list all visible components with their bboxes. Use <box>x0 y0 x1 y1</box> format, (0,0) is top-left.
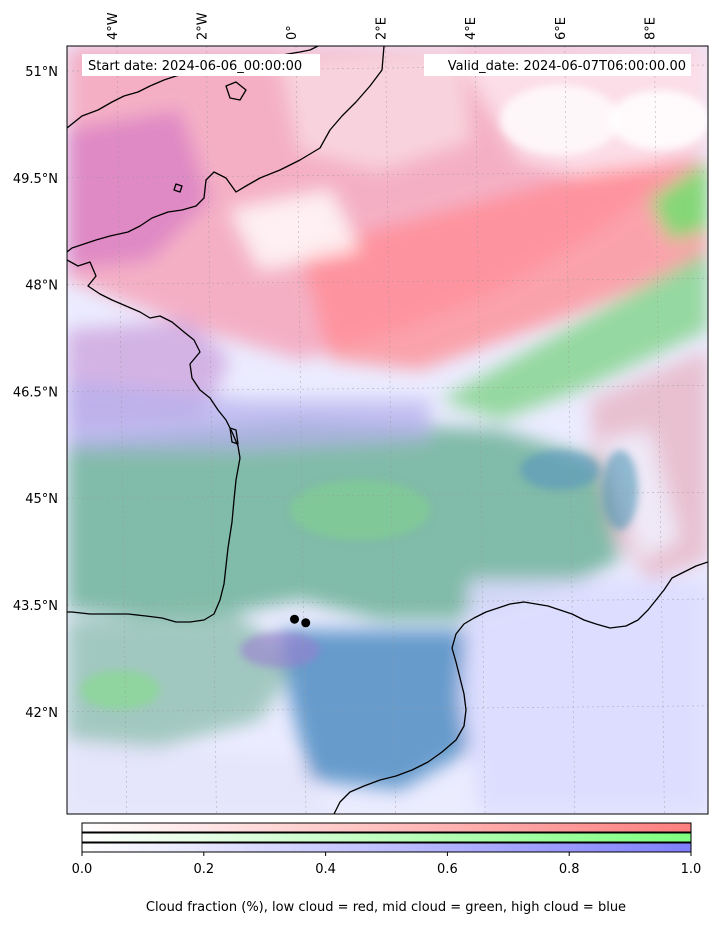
meridian-line <box>474 46 486 814</box>
start-date-label: Start date: 2024-06-06_00:00:00 <box>88 59 302 74</box>
start-date-box <box>82 54 320 76</box>
high-cloud-cell <box>520 450 600 490</box>
meridian-line <box>564 46 576 814</box>
cloud-blobs <box>67 46 708 814</box>
meridian-line <box>116 46 128 814</box>
latitude-tick-label: 51°N <box>25 65 58 80</box>
high-cloud-band <box>67 380 430 450</box>
low-cloud-patch <box>280 50 470 170</box>
colorbar: 0.0 0.2 0.4 0.6 0.8 1.0 Cloud fraction (%), l… <box>72 822 702 915</box>
colorbar-tick-label: 0.2 <box>193 862 214 877</box>
longitude-labels: 4°W 2°W 0° 2°E 4°E 6°E 8°E <box>106 12 659 40</box>
coastline-island <box>173 183 183 193</box>
colorbar-caption: Cloud fraction (%), low cloud = red, mid… <box>146 900 626 915</box>
parallel-line <box>67 385 708 392</box>
coastline-brittany <box>67 259 241 459</box>
clear-patch-2 <box>230 190 360 270</box>
colorbar-mid-cloud <box>81 832 692 843</box>
colorbar-ticks: 0.0 0.2 0.4 0.6 0.8 1.0 <box>72 852 702 877</box>
meridian-line <box>206 46 217 814</box>
coastline-biscay <box>67 457 241 623</box>
high-cloud-cell-2 <box>602 450 638 530</box>
parallel-line <box>67 491 708 499</box>
parallel-line <box>67 278 708 285</box>
valid-date-label: Valid_date: 2024-06-07T06:00:00.00 <box>448 59 686 74</box>
longitude-tick-label: 6°E <box>554 17 569 40</box>
longitude-tick-label: 4°W <box>106 12 121 40</box>
parallel-line <box>67 598 708 606</box>
low-cloud-band <box>300 160 708 370</box>
longitude-tick-label: 2°E <box>375 17 390 40</box>
latitude-tick-label: 43.5°N <box>13 599 58 614</box>
high-cloud-mediterranean <box>280 630 470 790</box>
coastline-oleron <box>229 427 239 445</box>
coastline-mediterranean <box>333 561 708 814</box>
colorbar-tick-label: 0.0 <box>72 862 93 877</box>
mixed-cloud-cell <box>240 632 320 668</box>
cloud-field <box>67 46 708 814</box>
parallel-line <box>67 705 708 713</box>
mixed-cloud-west <box>67 110 210 270</box>
latitude-tick-label: 42°N <box>25 706 58 721</box>
clear-cell <box>500 85 620 155</box>
station-marker <box>301 618 311 628</box>
parallel-line <box>67 171 708 179</box>
latitude-tick-label: 45°N <box>25 492 58 507</box>
colorbar-tick-label: 0.8 <box>559 862 580 877</box>
graticule <box>67 46 708 814</box>
mid-cloud-cell <box>290 480 430 540</box>
colorbar-low-cloud <box>81 822 692 833</box>
station-marker <box>290 614 300 624</box>
colorbar-high-cloud <box>81 842 692 853</box>
longitude-tick-label: 0° <box>285 25 300 40</box>
latitude-tick-label: 49.5°N <box>13 172 58 187</box>
high-cloud-east-med <box>460 580 708 814</box>
longitude-tick-label: 4°E <box>464 17 479 40</box>
longitude-tick-label: 2°W <box>195 12 210 40</box>
coastline-wight <box>225 81 247 101</box>
colorbar-tick-label: 1.0 <box>681 862 702 877</box>
high-cloud-south <box>67 740 330 814</box>
meridian-line <box>385 46 396 814</box>
latitude-tick-label: 46.5°N <box>13 385 58 400</box>
coastline-france-north <box>67 46 385 253</box>
meridian-line <box>295 46 307 814</box>
latitude-labels: 51°N 49.5°N 48°N 46.5°N 45°N 43.5°N 42°N <box>13 65 58 721</box>
valid-date-box <box>424 54 691 76</box>
map-panel: Start date: 2024-06-06_00:00:00 Valid_da… <box>13 12 709 815</box>
station-markers <box>290 614 311 628</box>
colorbar-tick-label: 0.4 <box>315 862 336 877</box>
mid-cloud-patch-ne <box>650 160 708 240</box>
cloud-details <box>80 85 708 710</box>
mid-cloud-band-ne <box>440 250 708 420</box>
longitude-tick-label: 8°E <box>643 17 658 40</box>
meridian-line <box>654 46 665 814</box>
clear-cell-2 <box>610 90 708 150</box>
map-frame <box>66 45 709 815</box>
latitude-tick-label: 48°N <box>25 279 58 294</box>
colorbar-tick-label: 0.6 <box>437 862 458 877</box>
mid-cloud-cell-2 <box>80 670 160 710</box>
